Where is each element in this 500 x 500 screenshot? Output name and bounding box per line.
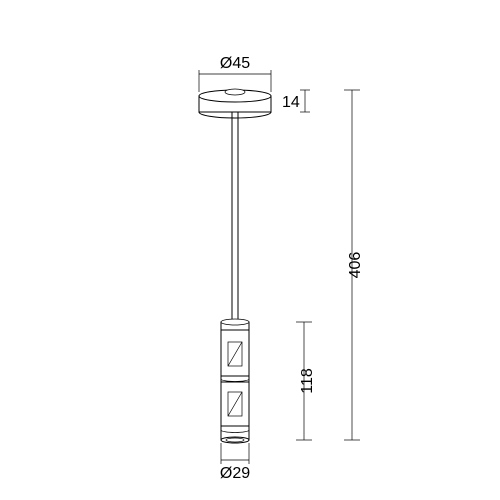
dim-canopy-height: 14 (282, 90, 310, 112)
dim-barrel-diameter-label: Ø29 (220, 465, 250, 482)
dim-canopy-diameter: Ø45 (199, 55, 271, 92)
dim-barrel-height: 118 (296, 322, 316, 440)
canopy (199, 89, 271, 118)
barrel (221, 319, 249, 443)
dim-barrel-diameter: Ø29 (220, 443, 250, 482)
dim-overall-height-label: 406 (347, 252, 364, 279)
dim-canopy-height-label: 14 (282, 94, 300, 111)
dim-canopy-diameter-label: Ø45 (220, 55, 250, 72)
technical-drawing: Ø45 14 406 118 Ø29 (0, 0, 500, 500)
dim-barrel-height-label: 118 (299, 368, 316, 394)
dim-overall-height: 406 (344, 90, 364, 440)
rod (232, 112, 238, 322)
